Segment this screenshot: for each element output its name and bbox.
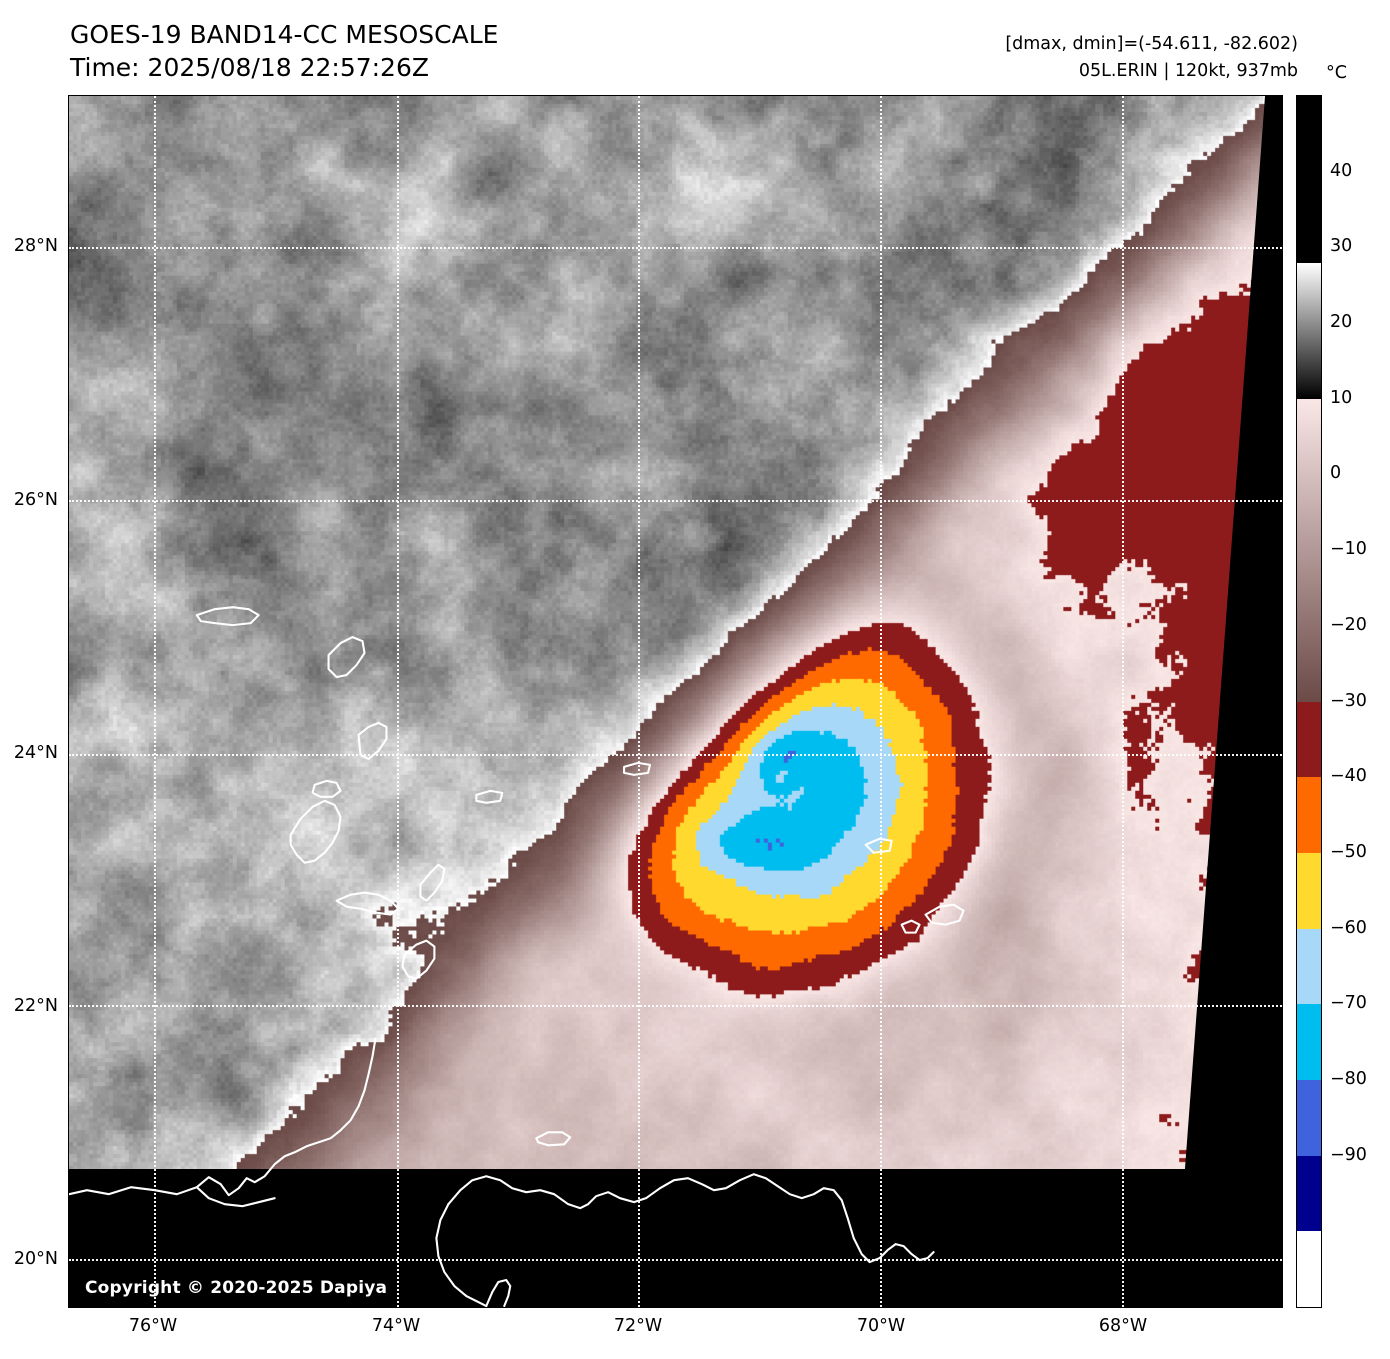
gridline-lon-72: [637, 96, 640, 1307]
colorbar-tick--70: −70: [1330, 993, 1367, 1014]
colorbar-band-dark-red: [1297, 701, 1321, 778]
gridline-lat-24: [69, 753, 1282, 756]
infrared-brightness-temperature-raster: [69, 96, 1266, 1169]
satellite-swath: [69, 96, 1266, 1169]
metadata-block: [dmax, dmin]=(-54.611, -82.602) 05L.ERIN…: [1005, 31, 1298, 84]
colorbar-tick-0: 0: [1330, 463, 1342, 484]
copyright-label: Copyright © 2020-2025 Dapiya: [85, 1278, 388, 1298]
colorbar-tick--10: −10: [1330, 539, 1367, 560]
chart-title: GOES-19 BAND14-CC MESOSCALE Time: 2025/0…: [70, 18, 498, 84]
lat-tick-24n: 24°N: [13, 743, 58, 763]
colorbar-tick-10: 10: [1330, 387, 1353, 408]
colorbar-band-brown-pink-ramp: [1297, 398, 1321, 702]
colorbar-band-black: [1297, 96, 1321, 263]
colorbar-tick--20: −20: [1330, 614, 1367, 635]
colorbar-band-gray-ramp: [1297, 262, 1321, 399]
colorbar-band-white: [1297, 1231, 1321, 1307]
gridline-lat-28: [69, 247, 1282, 250]
colorbar-tick-30: 30: [1330, 236, 1353, 257]
satellite-image-plot: Copyright © 2020-2025 Dapiya: [68, 95, 1283, 1308]
lat-tick-28n: 28°N: [13, 236, 58, 256]
storm-info-label: 05L.ERIN | 120kt, 937mb: [1078, 60, 1298, 81]
gridline-lon-68: [1121, 96, 1124, 1307]
lon-tick-76w: 76°W: [128, 1316, 178, 1336]
coastline-overlay: [69, 606, 965, 1307]
gridline-lon-76: [153, 96, 156, 1307]
gridline-lon-74: [396, 96, 399, 1307]
colorbar-tick--60: −60: [1330, 917, 1367, 938]
colorbar-tick--40: −40: [1330, 766, 1367, 787]
time-line: Time: 2025/08/18 22:57:26Z: [70, 53, 429, 82]
colorbar-band-yellow: [1297, 852, 1321, 929]
colorbar-tick--30: −30: [1330, 690, 1367, 711]
gridline-lat-26: [69, 500, 1282, 503]
lon-tick-72w: 72°W: [613, 1316, 663, 1336]
colorbar-tick--50: −50: [1330, 841, 1367, 862]
colorbar-tick-20: 20: [1330, 312, 1353, 333]
gridline-lat-22: [69, 1005, 1282, 1008]
colorbar-band-light-blue: [1297, 928, 1321, 1005]
colorbar-tick--80: −80: [1330, 1068, 1367, 1089]
lat-tick-20n: 20°N: [13, 1249, 58, 1269]
title-line: GOES-19 BAND14-CC MESOSCALE: [70, 20, 499, 49]
colorbar-band-orange: [1297, 777, 1321, 853]
colorbar-tick-40: 40: [1330, 160, 1353, 181]
colorbar-tick--90: −90: [1330, 1144, 1367, 1165]
gridline-lon-70: [880, 96, 883, 1307]
colorbar-band-navy: [1297, 1155, 1321, 1232]
lon-tick-70w: 70°W: [856, 1316, 906, 1336]
gridline-lat-20: [69, 1258, 1282, 1261]
colorbar-band-blue: [1297, 1079, 1321, 1156]
colorbar-band-cyan: [1297, 1004, 1321, 1080]
dmax-dmin-label: [dmax, dmin]=(-54.611, -82.602): [1005, 34, 1298, 54]
lon-tick-68w: 68°W: [1098, 1316, 1148, 1336]
gridline-overlay: [69, 96, 1282, 1307]
lat-tick-22n: 22°N: [13, 996, 58, 1016]
colorbar-unit-label: °C: [1326, 63, 1347, 83]
colorbar: [1296, 95, 1322, 1308]
lat-tick-26n: 26°N: [13, 490, 58, 510]
lon-tick-74w: 74°W: [371, 1316, 421, 1336]
